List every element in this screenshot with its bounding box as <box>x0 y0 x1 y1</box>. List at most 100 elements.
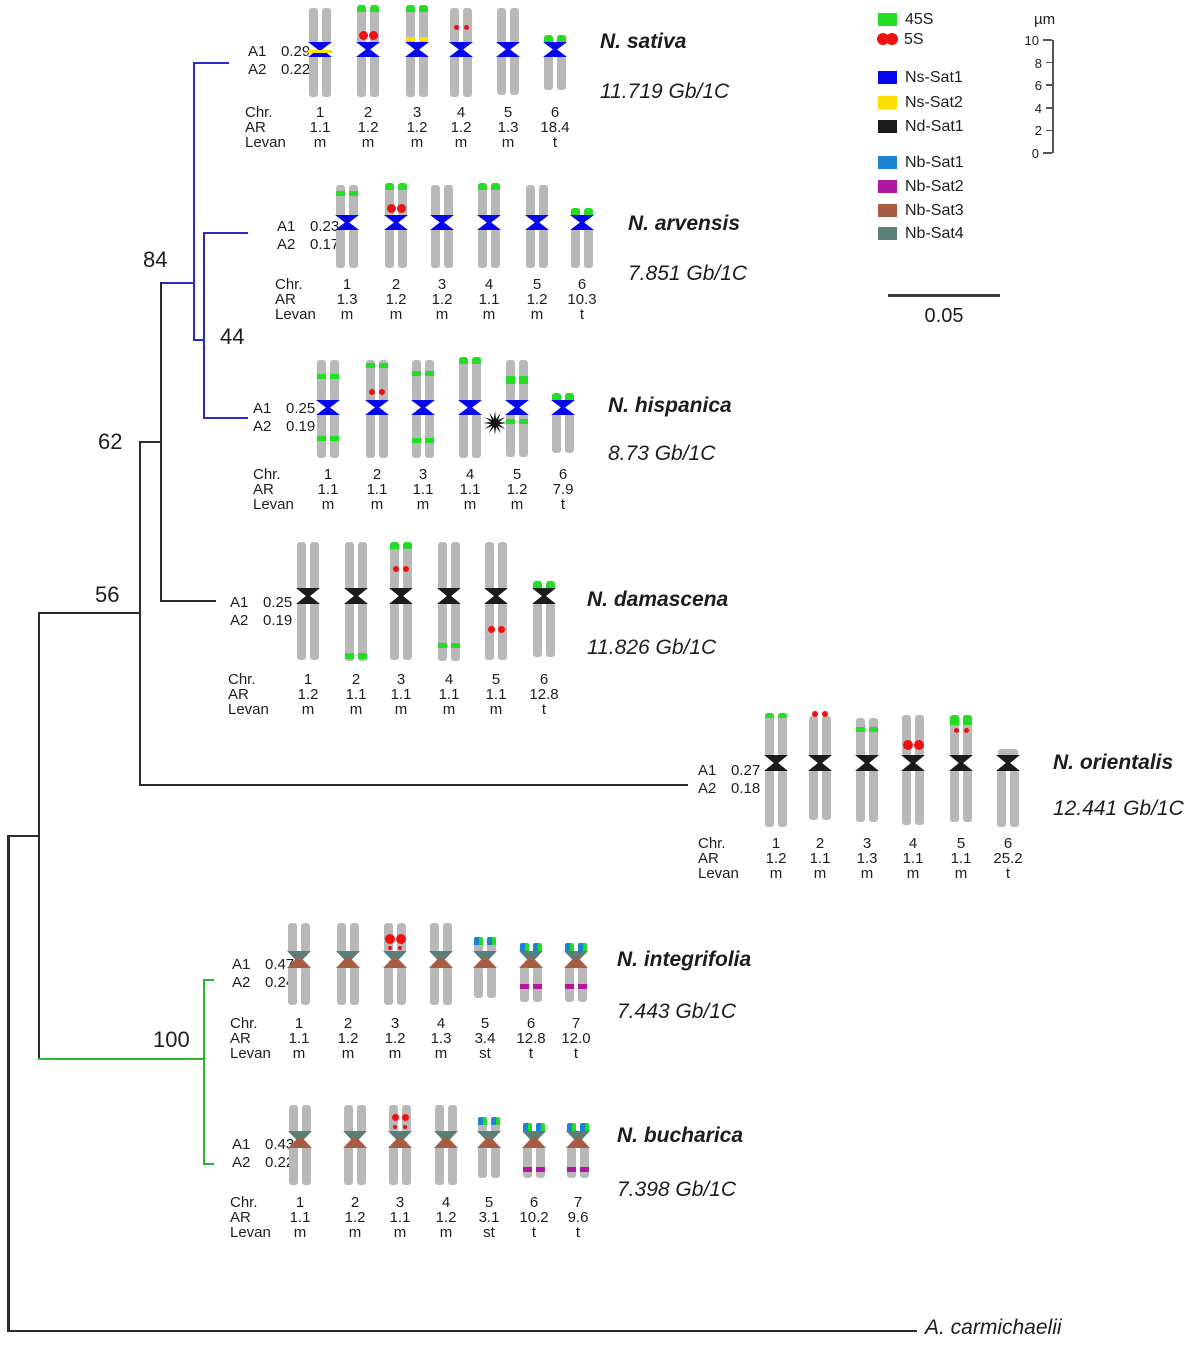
table-row-label: Chr. <box>230 1015 258 1032</box>
chromatid <box>389 1148 398 1185</box>
fish-band <box>565 984 574 989</box>
fish-band <box>523 1167 532 1172</box>
a2-label: A2 <box>232 974 251 991</box>
chr-number: 7 <box>573 1194 583 1211</box>
ar-value: 1.1 <box>389 1209 411 1226</box>
chromatid <box>349 185 358 215</box>
chromatid <box>438 604 447 661</box>
fish-band <box>438 643 447 648</box>
chromatid <box>809 771 818 820</box>
fish-cap <box>459 357 468 364</box>
a1-value: 0.29 <box>281 43 311 60</box>
centromere <box>287 951 311 961</box>
fish-signal-dots <box>453 25 459 30</box>
levan-value: t <box>531 1224 537 1241</box>
centromere <box>389 588 413 604</box>
chromatid <box>444 185 453 215</box>
fish-signal-dots <box>388 946 392 950</box>
genome-size: 7.851 Gb/1C <box>628 262 748 285</box>
ar-value: 1.1 <box>317 481 339 498</box>
chromatid <box>915 715 924 755</box>
centromere <box>522 1138 546 1148</box>
levan-value: m <box>860 865 874 882</box>
fish-cap <box>492 937 496 945</box>
tree-branch <box>203 979 206 1165</box>
fish-signal-dots <box>369 389 375 395</box>
table-row-label: Levan <box>275 306 316 323</box>
chromatid <box>419 5 428 42</box>
centromere <box>570 215 594 230</box>
fish-band <box>425 438 434 443</box>
centromere <box>288 1131 312 1141</box>
legend-swatch <box>878 204 897 217</box>
chromatid <box>350 923 359 951</box>
chr-number: 4 <box>465 466 475 483</box>
levan-value: st <box>479 1045 491 1062</box>
chromatid <box>506 415 515 457</box>
um-ruler-tick-label: 8 <box>1034 55 1042 71</box>
genome-size: 8.73 Gb/1C <box>608 442 716 465</box>
levan-value: m <box>454 134 468 151</box>
chromatid <box>402 1148 411 1185</box>
fish-band <box>366 363 375 368</box>
fish-cap <box>544 35 553 42</box>
a2-label: A2 <box>698 780 717 797</box>
chr-number: 4 <box>908 835 918 852</box>
tree-branch <box>203 1162 214 1165</box>
chr-number: 5 <box>480 1015 490 1032</box>
ar-value: 12.8 <box>516 1030 546 1047</box>
levan-value: m <box>463 496 477 513</box>
fish-cap <box>541 1123 545 1131</box>
chromatid <box>349 230 358 268</box>
centromere <box>473 951 497 961</box>
a2-label: A2 <box>253 418 272 435</box>
table-row-label: Chr. <box>698 835 726 852</box>
fish-cap <box>403 542 412 549</box>
chromatid <box>459 357 468 400</box>
chromatid <box>478 230 487 268</box>
levan-value: t <box>528 1045 534 1062</box>
centromere <box>764 755 788 771</box>
chromatid <box>519 415 528 457</box>
centromere <box>430 215 454 230</box>
ar-value: 10.2 <box>519 1209 549 1226</box>
ar-value: 1.1 <box>366 481 388 498</box>
a1-label: A1 <box>230 594 249 611</box>
centromere <box>429 951 453 961</box>
tree-branch <box>193 62 229 65</box>
legend-label: Nd-Sat1 <box>905 118 964 135</box>
a2-label: A2 <box>230 612 249 629</box>
centromere <box>543 42 567 57</box>
chromatid <box>497 57 506 95</box>
legend-swatch <box>878 180 897 193</box>
fish-signal-dots <box>497 626 505 633</box>
chromatid <box>523 1148 532 1178</box>
levan-value: m <box>348 1224 362 1241</box>
fish-cap <box>357 5 366 12</box>
chr-number: 4 <box>436 1015 446 1032</box>
a1-value: 0.25 <box>286 400 316 417</box>
chr-number: 6 <box>539 671 549 688</box>
chromatid <box>869 771 878 822</box>
tree-branch <box>7 1329 917 1333</box>
fish-band <box>869 727 878 732</box>
fish-signal-dots <box>913 740 924 750</box>
fish-signal-dots <box>386 204 396 213</box>
chr-number: 2 <box>363 104 373 121</box>
centromere <box>384 215 408 230</box>
fish-cap <box>483 1117 487 1125</box>
a1-label: A1 <box>232 956 251 973</box>
chromatid <box>533 604 542 657</box>
chromatid <box>451 542 460 588</box>
chromatid <box>472 357 481 400</box>
centromere <box>522 1131 546 1141</box>
fish-cap <box>552 393 561 400</box>
ar-value: 1.2 <box>357 119 379 136</box>
fish-cap <box>496 1117 500 1125</box>
chromatid <box>309 8 318 42</box>
table-row-label: AR <box>230 1209 251 1226</box>
ar-value: 1.1 <box>902 850 924 867</box>
chr-number: 1 <box>294 1015 304 1032</box>
chr-number: 3 <box>390 1015 400 1032</box>
